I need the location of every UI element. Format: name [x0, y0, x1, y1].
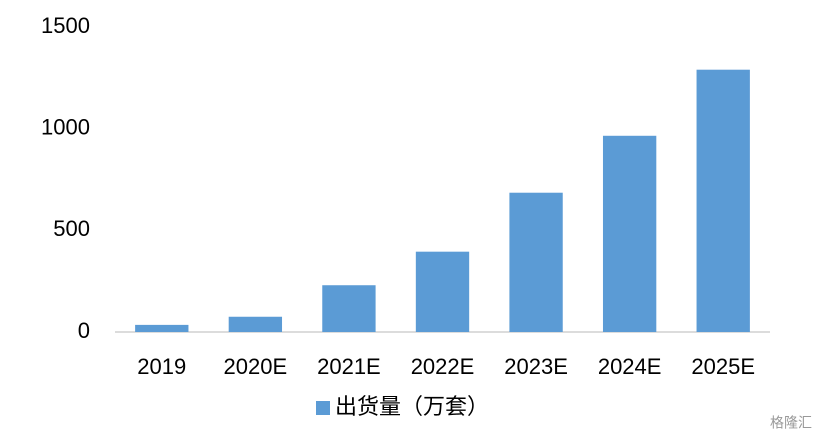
x-tick-label: 2021E	[317, 354, 381, 379]
watermark: 格隆汇	[770, 415, 812, 431]
legend-swatch	[316, 401, 330, 415]
bar	[322, 285, 376, 332]
y-tick-label: 1000	[41, 114, 90, 139]
x-tick-label: 2022E	[411, 354, 475, 379]
x-tick-label: 2023E	[504, 354, 568, 379]
bar	[415, 251, 470, 332]
x-tick-label: 2025E	[691, 354, 755, 379]
y-tick-label: 500	[53, 216, 90, 241]
bar	[135, 324, 189, 332]
bar	[696, 69, 750, 332]
bar	[602, 135, 657, 332]
legend-label: 出货量（万套）	[335, 394, 489, 419]
x-tick-label: 2019	[137, 354, 186, 379]
y-tick-label: 0	[78, 318, 90, 343]
x-tick-label: 2020E	[224, 354, 288, 379]
bar	[509, 192, 563, 332]
x-tick-label: 2024E	[598, 354, 662, 379]
bar	[228, 316, 283, 332]
y-tick-label: 1500	[41, 13, 90, 38]
